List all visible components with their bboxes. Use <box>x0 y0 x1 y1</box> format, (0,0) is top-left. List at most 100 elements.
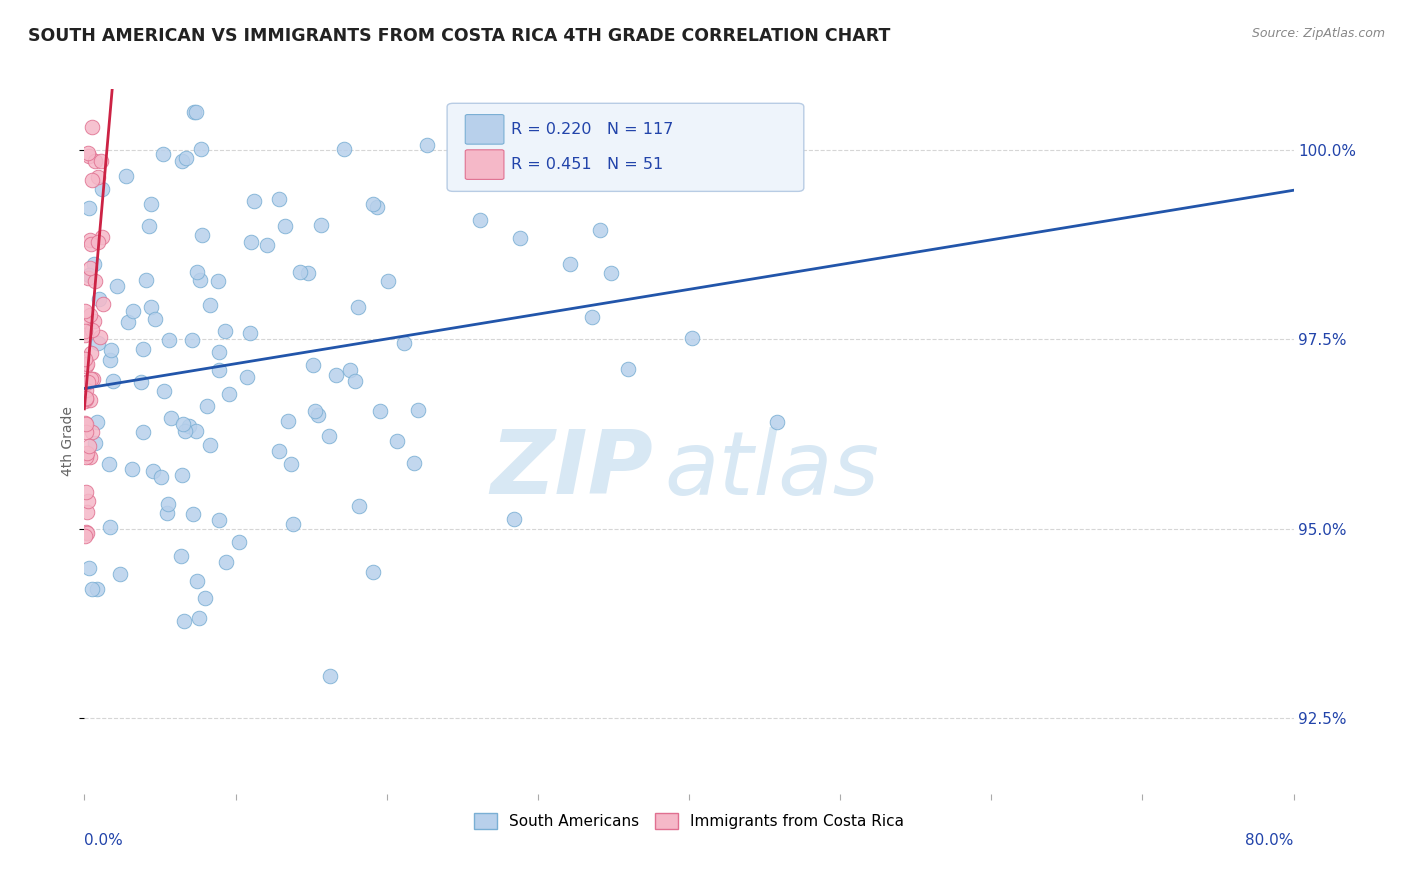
Point <box>76 375 98 389</box>
Point <box>135 273 157 287</box>
Point <box>75 391 97 405</box>
Point <box>87 292 110 306</box>
Point <box>103 374 125 388</box>
Point <box>343 374 366 388</box>
Point <box>297 266 319 280</box>
FancyBboxPatch shape <box>465 114 503 145</box>
Point <box>153 384 176 399</box>
Point <box>79 233 101 247</box>
Text: atlas: atlas <box>665 426 880 513</box>
Point <box>77 561 100 575</box>
Point <box>93 297 115 311</box>
Point <box>170 154 193 169</box>
Point <box>83 313 105 327</box>
Point <box>73 529 96 543</box>
Point <box>470 213 492 227</box>
Point <box>181 333 204 347</box>
Point <box>82 173 104 187</box>
Point <box>215 555 238 569</box>
Point <box>267 192 290 206</box>
Point <box>200 298 222 312</box>
Point <box>73 351 96 366</box>
Point <box>243 194 266 208</box>
Point <box>76 146 98 161</box>
Y-axis label: 4th Grade: 4th Grade <box>60 407 75 476</box>
Point <box>366 200 388 214</box>
Point <box>76 270 98 285</box>
Point <box>228 535 250 549</box>
Point <box>280 458 302 472</box>
Point <box>79 149 101 163</box>
Point <box>76 526 98 541</box>
Point <box>76 446 98 460</box>
Point <box>558 257 581 271</box>
Legend: South Americans, Immigrants from Costa Rica: South Americans, Immigrants from Costa R… <box>468 807 910 836</box>
Point <box>98 353 121 368</box>
Point <box>79 260 101 275</box>
Point <box>325 368 347 383</box>
Point <box>451 164 474 178</box>
Point <box>214 324 236 338</box>
Point <box>208 344 231 359</box>
Point <box>73 304 96 318</box>
Point <box>138 219 160 233</box>
Point <box>198 438 221 452</box>
Point <box>290 265 312 279</box>
Point <box>84 275 107 289</box>
Point <box>73 417 96 431</box>
Point <box>194 591 217 606</box>
Point <box>75 359 97 374</box>
Point <box>363 196 385 211</box>
Point <box>83 257 105 271</box>
Point <box>86 169 108 184</box>
Point <box>503 512 526 526</box>
Point <box>76 357 98 371</box>
Point <box>190 142 212 156</box>
Point <box>121 462 143 476</box>
Point <box>75 317 97 331</box>
Point <box>281 517 304 532</box>
Point <box>218 386 240 401</box>
Point <box>80 323 103 337</box>
Point <box>765 415 787 429</box>
Point <box>77 201 100 215</box>
Point <box>73 324 96 338</box>
Point <box>76 505 98 519</box>
Point <box>174 151 197 165</box>
Point <box>617 362 640 376</box>
Point <box>122 303 145 318</box>
Point <box>87 336 110 351</box>
Point <box>105 278 128 293</box>
Point <box>347 499 370 513</box>
Point <box>183 104 205 119</box>
Point <box>90 153 112 168</box>
Point <box>236 370 259 384</box>
Point <box>86 235 108 250</box>
Point <box>377 274 399 288</box>
Point <box>183 507 205 521</box>
Point <box>415 138 437 153</box>
Point <box>319 668 342 682</box>
Point <box>239 326 262 340</box>
Point <box>508 104 530 119</box>
Point <box>75 525 97 540</box>
Point <box>187 610 209 624</box>
Text: ZIP: ZIP <box>489 426 652 513</box>
Point <box>186 104 208 119</box>
Point <box>207 274 229 288</box>
Point <box>117 315 139 329</box>
Point <box>98 520 121 534</box>
Text: 80.0%: 80.0% <box>1246 832 1294 847</box>
Point <box>115 169 138 183</box>
Point <box>86 415 108 429</box>
Point <box>77 439 100 453</box>
Point <box>239 235 262 250</box>
Point <box>581 310 603 324</box>
Text: 0.0%: 0.0% <box>84 832 124 847</box>
Point <box>82 425 104 439</box>
Point <box>188 273 211 287</box>
Point <box>157 333 180 347</box>
Point <box>149 470 172 484</box>
Point <box>332 142 354 156</box>
Point <box>90 182 112 196</box>
